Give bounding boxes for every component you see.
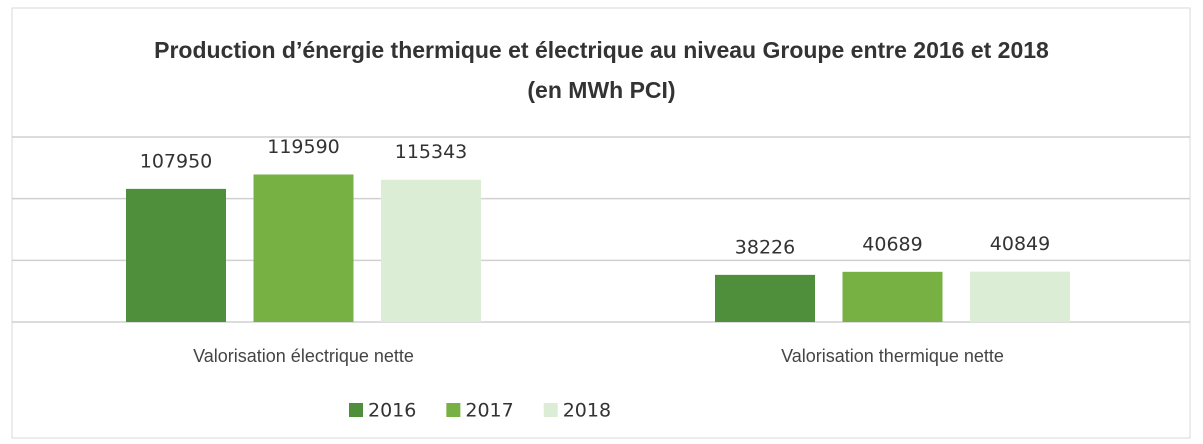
data-label: 115343 — [395, 141, 468, 163]
data-label: 40849 — [990, 233, 1050, 255]
bar — [126, 188, 226, 322]
data-label: 119590 — [267, 136, 340, 158]
bar — [970, 271, 1070, 322]
chart-border — [11, 7, 1191, 439]
data-label: 40689 — [862, 233, 922, 255]
x-tick-label: Valorisation électrique nette — [193, 346, 414, 366]
bar — [842, 271, 943, 322]
bar — [253, 174, 354, 322]
legend-swatch — [543, 403, 558, 417]
legend-swatch — [349, 403, 363, 417]
chart-title: Production d’énergie thermique et électr… — [154, 37, 1049, 103]
legend-label: 2017 — [465, 400, 513, 422]
data-label: 38226 — [735, 236, 795, 258]
bar — [715, 274, 815, 322]
legend-swatch — [446, 403, 461, 417]
x-tick-label: Valorisation thermique nette — [781, 346, 1004, 366]
legend-label: 2018 — [563, 400, 611, 422]
bar — [381, 179, 481, 322]
data-label: 107950 — [140, 150, 213, 172]
legend-label: 2016 — [368, 400, 416, 422]
